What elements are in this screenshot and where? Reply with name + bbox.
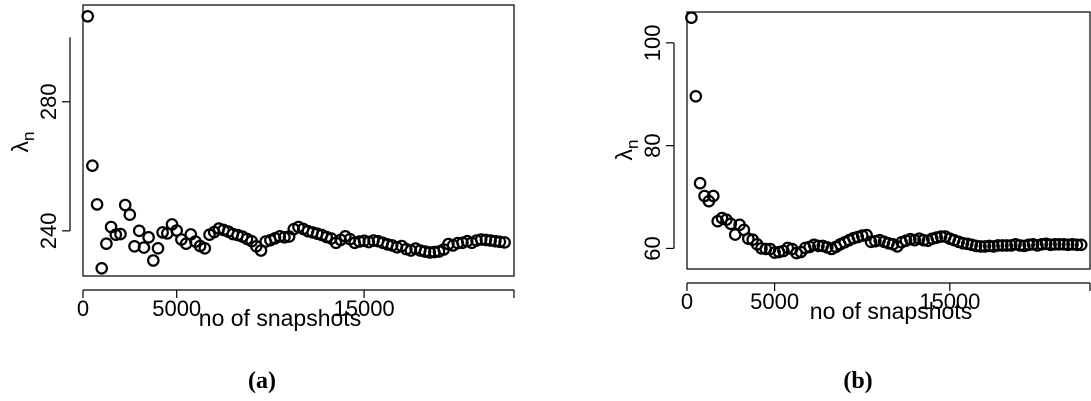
data-point — [1061, 238, 1075, 252]
data-point — [1057, 238, 1070, 251]
data-point — [864, 235, 878, 249]
plot-frame-b — [686, 11, 1091, 270]
data-points-b — [685, 11, 1088, 260]
y-tick-label: 280 — [36, 83, 61, 120]
data-point — [1066, 238, 1079, 251]
y-axis-title-sub-b: n — [623, 140, 642, 149]
data-point — [123, 208, 137, 221]
plot-frame-a — [82, 4, 515, 277]
x-tick-label: 5000 — [750, 289, 799, 314]
data-point — [137, 241, 151, 254]
data-point — [278, 231, 291, 244]
data-point — [974, 240, 987, 253]
panel-caption-b: (b) — [843, 368, 872, 394]
svg-text:λn: λn — [611, 140, 642, 161]
data-point — [118, 198, 132, 212]
data-point — [114, 227, 127, 241]
data-point — [1048, 238, 1062, 251]
data-point — [142, 231, 155, 244]
data-point — [498, 236, 511, 249]
data-point — [147, 254, 160, 267]
data-point — [109, 228, 123, 241]
y-tick-label: 240 — [36, 212, 61, 249]
data-point — [991, 239, 1005, 252]
data-points-a — [81, 9, 511, 275]
data-point — [969, 239, 983, 253]
y-axis-title-main-b: λ — [611, 148, 637, 160]
data-point — [1074, 238, 1088, 252]
y-axis-title-b: λn — [611, 140, 642, 161]
data-point — [493, 235, 507, 249]
panel-a-scatter-plot: 0 5000 15000 240 280 no of snapshots λn (a) — [7, 4, 515, 394]
data-point — [812, 239, 825, 253]
data-point — [1053, 238, 1066, 251]
data-point — [86, 159, 99, 172]
data-point — [978, 240, 992, 253]
y-axis-a: 240 280 — [36, 37, 71, 249]
data-point — [724, 217, 738, 231]
x-tick-label: 0 — [77, 296, 89, 321]
panel-b-scatter-plot: 0 5000 15000 60 80 100 no of snapshots λn (b… — [611, 11, 1091, 394]
data-point — [95, 261, 108, 275]
data-point — [81, 9, 94, 23]
data-point — [151, 242, 165, 255]
data-point — [1035, 238, 1049, 251]
x-tick-label: 15000 — [919, 289, 980, 314]
data-point — [917, 233, 930, 247]
y-axis-title-sub-a: n — [19, 132, 38, 141]
svg-text:λn: λn — [7, 132, 38, 153]
y-tick-label: 100 — [640, 24, 665, 61]
data-point — [1070, 238, 1084, 252]
x-tick-label: 15000 — [333, 296, 394, 321]
y-tick-label: 80 — [640, 133, 665, 157]
data-point — [1044, 238, 1057, 252]
data-point — [956, 237, 970, 250]
x-axis-a: 0 5000 15000 — [77, 289, 515, 321]
data-point — [693, 176, 707, 190]
x-tick-label: 5000 — [152, 296, 201, 321]
data-point — [982, 239, 996, 253]
y-axis-title-a: λn — [7, 132, 38, 153]
data-point — [100, 237, 113, 250]
data-point — [685, 11, 698, 25]
data-point — [855, 229, 869, 242]
x-axis-title-a: no of snapshots — [199, 305, 361, 331]
data-point — [768, 246, 781, 259]
data-point — [90, 198, 104, 211]
y-axis-title-main-a: λ — [7, 140, 33, 152]
y-axis-b: 60 80 100 — [640, 24, 675, 261]
panel-caption-a: (a) — [248, 368, 276, 394]
x-tick-label: 0 — [681, 289, 693, 314]
data-point — [132, 224, 146, 238]
data-point — [156, 226, 169, 239]
data-point — [198, 242, 212, 255]
data-point — [1000, 239, 1014, 252]
data-point — [1022, 238, 1035, 252]
data-point — [689, 90, 703, 103]
data-point — [706, 189, 720, 203]
x-axis-b: 0 5000 15000 — [681, 282, 1091, 314]
y-tick-label: 60 — [640, 236, 665, 260]
data-point — [934, 230, 948, 243]
data-point — [996, 239, 1009, 252]
x-axis-title-b: no of snapshots — [810, 298, 972, 324]
data-point — [1013, 239, 1027, 252]
